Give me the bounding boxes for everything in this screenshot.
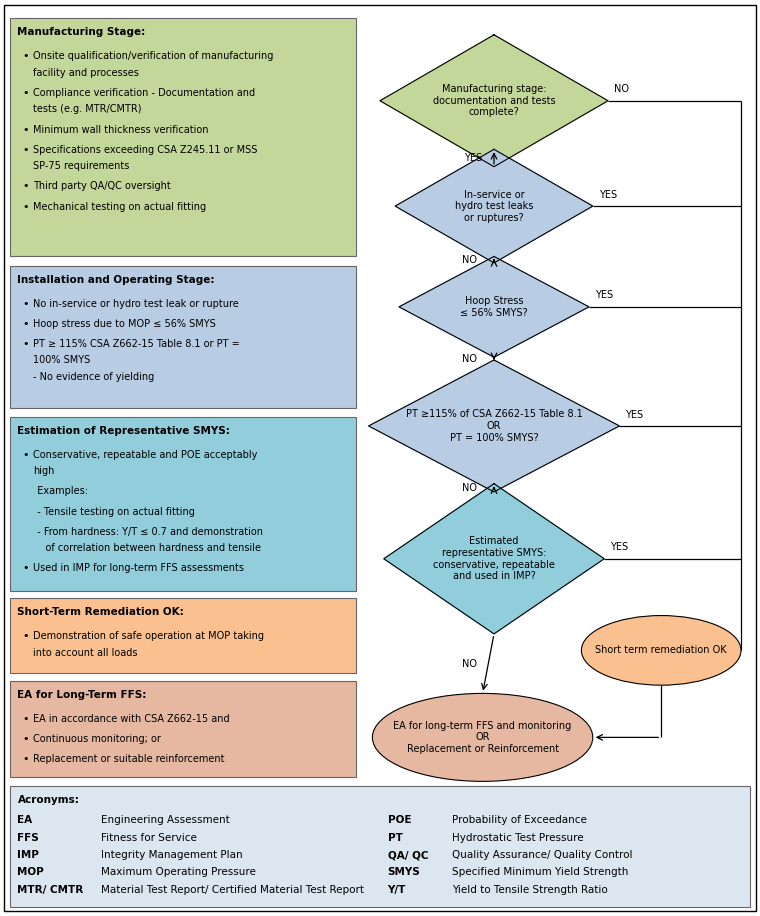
Text: Probability of Exceedance: Probability of Exceedance — [452, 815, 587, 825]
Text: Specified Minimum Yield Strength: Specified Minimum Yield Strength — [452, 867, 629, 878]
Text: Replacement or suitable reinforcement: Replacement or suitable reinforcement — [33, 754, 224, 764]
Text: Short-Term Remediation OK:: Short-Term Remediation OK: — [17, 607, 184, 617]
Text: POE: POE — [388, 815, 411, 825]
Text: Installation and Operating Stage:: Installation and Operating Stage: — [17, 275, 215, 285]
FancyBboxPatch shape — [10, 266, 356, 408]
Text: EA in accordance with CSA Z662-15 and: EA in accordance with CSA Z662-15 and — [33, 714, 230, 724]
Text: PT ≥115% of CSA Z662-15 Table 8.1
OR
PT = 100% SMYS?: PT ≥115% of CSA Z662-15 Table 8.1 OR PT … — [406, 409, 582, 442]
Text: •: • — [22, 319, 29, 329]
Text: FFS: FFS — [17, 833, 40, 843]
Text: •: • — [22, 51, 29, 61]
Text: Demonstration of safe operation at MOP taking: Demonstration of safe operation at MOP t… — [33, 631, 264, 641]
Text: •: • — [22, 714, 29, 724]
Text: NO: NO — [462, 483, 477, 493]
FancyBboxPatch shape — [10, 18, 356, 256]
Text: •: • — [22, 563, 29, 573]
Polygon shape — [395, 149, 593, 263]
Text: EA for Long-Term FFS:: EA for Long-Term FFS: — [17, 690, 147, 700]
Polygon shape — [380, 35, 608, 167]
Text: NO: NO — [462, 354, 477, 364]
Text: NO: NO — [614, 84, 629, 94]
Text: Hydrostatic Test Pressure: Hydrostatic Test Pressure — [452, 833, 584, 843]
Polygon shape — [399, 256, 589, 357]
Text: into account all loads: into account all loads — [33, 648, 137, 658]
Text: Engineering Assessment: Engineering Assessment — [101, 815, 230, 825]
Text: YES: YES — [599, 190, 617, 200]
Text: tests (e.g. MTR/CMTR): tests (e.g. MTR/CMTR) — [33, 104, 141, 114]
Text: •: • — [22, 181, 29, 191]
Text: facility and processes: facility and processes — [33, 68, 138, 78]
Text: •: • — [22, 125, 29, 135]
FancyBboxPatch shape — [10, 786, 750, 907]
Text: Manufacturing Stage:: Manufacturing Stage: — [17, 27, 146, 38]
Text: PT: PT — [388, 833, 403, 843]
Text: Continuous monitoring; or: Continuous monitoring; or — [33, 734, 160, 744]
Text: Hoop Stress
≤ 56% SMYS?: Hoop Stress ≤ 56% SMYS? — [461, 296, 527, 318]
Text: PT ≥ 115% CSA Z662-15 Table 8.1 or PT =: PT ≥ 115% CSA Z662-15 Table 8.1 or PT = — [33, 339, 239, 349]
Text: •: • — [22, 202, 29, 212]
Text: Estimation of Representative SMYS:: Estimation of Representative SMYS: — [17, 426, 230, 436]
Text: Estimated
representative SMYS:
conservative, repeatable
and used in IMP?: Estimated representative SMYS: conservat… — [433, 537, 555, 581]
Text: MOP: MOP — [17, 867, 44, 878]
Text: YES: YES — [610, 542, 629, 552]
Text: Quality Assurance/ Quality Control: Quality Assurance/ Quality Control — [452, 850, 632, 860]
Text: •: • — [22, 339, 29, 349]
Text: Mechanical testing on actual fitting: Mechanical testing on actual fitting — [33, 202, 206, 212]
Text: SMYS: SMYS — [388, 867, 420, 878]
Text: Minimum wall thickness verification: Minimum wall thickness verification — [33, 125, 208, 135]
Text: of correlation between hardness and tensile: of correlation between hardness and tens… — [33, 543, 261, 553]
Text: Hoop stress due to MOP ≤ 56% SMYS: Hoop stress due to MOP ≤ 56% SMYS — [33, 319, 215, 329]
Text: Short term remediation OK: Short term remediation OK — [595, 646, 727, 655]
Text: Acronyms:: Acronyms: — [17, 795, 79, 805]
Text: Y/T: Y/T — [388, 885, 406, 895]
Text: Manufacturing stage:
documentation and tests
complete?: Manufacturing stage: documentation and t… — [432, 84, 556, 117]
Text: YES: YES — [625, 409, 644, 420]
Text: •: • — [22, 299, 29, 309]
Polygon shape — [384, 484, 604, 634]
Text: YES: YES — [595, 290, 613, 300]
Text: EA for long-term FFS and monitoring
OR
Replacement or Reinforcement: EA for long-term FFS and monitoring OR R… — [394, 721, 572, 754]
Text: Yield to Tensile Strength Ratio: Yield to Tensile Strength Ratio — [452, 885, 608, 895]
Ellipse shape — [372, 693, 593, 781]
Text: EA: EA — [17, 815, 33, 825]
Ellipse shape — [581, 616, 741, 685]
Text: •: • — [22, 450, 29, 460]
Text: •: • — [22, 734, 29, 744]
Text: 100% SMYS: 100% SMYS — [33, 355, 90, 365]
Text: Integrity Management Plan: Integrity Management Plan — [101, 850, 242, 860]
FancyBboxPatch shape — [4, 5, 756, 911]
Text: •: • — [22, 88, 29, 98]
Text: YES: YES — [464, 153, 482, 163]
FancyBboxPatch shape — [10, 681, 356, 777]
Text: QA/ QC: QA/ QC — [388, 850, 428, 860]
Text: No in-service or hydro test leak or rupture: No in-service or hydro test leak or rupt… — [33, 299, 239, 309]
Text: Compliance verification - Documentation and: Compliance verification - Documentation … — [33, 88, 255, 98]
FancyBboxPatch shape — [10, 598, 356, 673]
Text: IMP: IMP — [17, 850, 40, 860]
Text: •: • — [22, 145, 29, 155]
Text: •: • — [22, 631, 29, 641]
Text: - From hardness: Y/T ≤ 0.7 and demonstration: - From hardness: Y/T ≤ 0.7 and demonstra… — [31, 527, 263, 537]
Text: - No evidence of yielding: - No evidence of yielding — [33, 372, 154, 382]
Text: In-service or
hydro test leaks
or ruptures?: In-service or hydro test leaks or ruptur… — [454, 190, 534, 223]
Text: Material Test Report/ Certified Material Test Report: Material Test Report/ Certified Material… — [101, 885, 364, 895]
Text: Third party QA/QC oversight: Third party QA/QC oversight — [33, 181, 170, 191]
Text: Onsite qualification/verification of manufacturing: Onsite qualification/verification of man… — [33, 51, 273, 61]
Text: Maximum Operating Pressure: Maximum Operating Pressure — [101, 867, 256, 878]
FancyBboxPatch shape — [10, 417, 356, 591]
Text: Conservative, repeatable and POE acceptably: Conservative, repeatable and POE accepta… — [33, 450, 257, 460]
Text: - Tensile testing on actual fitting: - Tensile testing on actual fitting — [31, 507, 195, 517]
Text: Fitness for Service: Fitness for Service — [101, 833, 197, 843]
Text: high: high — [33, 466, 54, 476]
Polygon shape — [369, 360, 619, 492]
Text: •: • — [22, 754, 29, 764]
Text: SP-75 requirements: SP-75 requirements — [33, 161, 129, 171]
Text: Used in IMP for long-term FFS assessments: Used in IMP for long-term FFS assessment… — [33, 563, 244, 573]
Text: Examples:: Examples: — [31, 486, 88, 496]
Text: NO: NO — [462, 659, 477, 669]
Text: NO: NO — [462, 255, 477, 265]
Text: Specifications exceeding CSA Z245.11 or MSS: Specifications exceeding CSA Z245.11 or … — [33, 145, 257, 155]
Text: MTR/ CMTR: MTR/ CMTR — [17, 885, 84, 895]
